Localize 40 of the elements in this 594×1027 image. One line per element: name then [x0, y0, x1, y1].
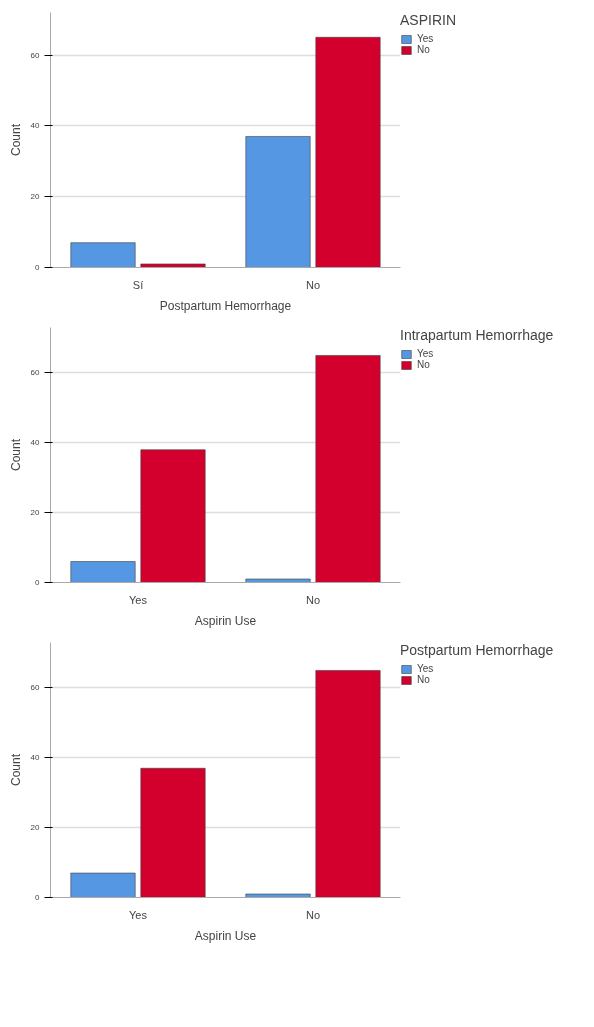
y-axis-title: Count	[8, 123, 23, 157]
bar	[140, 263, 206, 268]
x-tick-label: Sí	[132, 278, 144, 291]
x-axis-title: Aspirin Use	[194, 928, 257, 943]
y-tick-label: 40	[30, 121, 41, 131]
bar	[245, 136, 311, 268]
legend-label: No	[417, 674, 431, 685]
y-axis-title: Count	[8, 438, 23, 472]
y-tick-label: 0	[35, 578, 41, 587]
bar	[70, 242, 136, 268]
bar	[140, 767, 206, 898]
legend-label: Yes	[417, 33, 435, 44]
bar	[70, 872, 136, 898]
legend-label: No	[417, 359, 431, 370]
y-tick-label: 40	[30, 438, 41, 448]
x-axis-title: Aspirin Use	[194, 613, 257, 628]
legend-title: Postpartum Hemorrhage	[400, 642, 554, 658]
bar	[140, 449, 206, 583]
bar	[315, 36, 381, 268]
legend-label: Yes	[417, 663, 435, 674]
bar	[245, 578, 311, 583]
legend-label: No	[417, 44, 431, 55]
y-axis-title: Count	[8, 753, 23, 787]
y-tick-label: 40	[30, 753, 41, 763]
bar	[315, 355, 381, 583]
y-tick-label: 20	[30, 823, 41, 833]
y-tick-label: 60	[30, 50, 41, 60]
bar	[315, 670, 381, 898]
y-tick-label: 0	[35, 893, 41, 902]
legend-title: ASPIRIN	[400, 12, 457, 28]
bar	[245, 893, 311, 898]
y-tick-label: 60	[30, 368, 41, 378]
x-axis-title: Postpartum Hemorrhage	[159, 298, 292, 313]
y-tick-label: 20	[30, 508, 41, 518]
bar	[70, 561, 136, 583]
legend-title: Intrapartum Hemorrhage	[400, 327, 554, 343]
y-tick-label: 60	[30, 683, 41, 693]
y-tick-label: 0	[35, 263, 41, 272]
y-tick-label: 20	[30, 192, 41, 202]
legend-label: Yes	[417, 348, 435, 359]
